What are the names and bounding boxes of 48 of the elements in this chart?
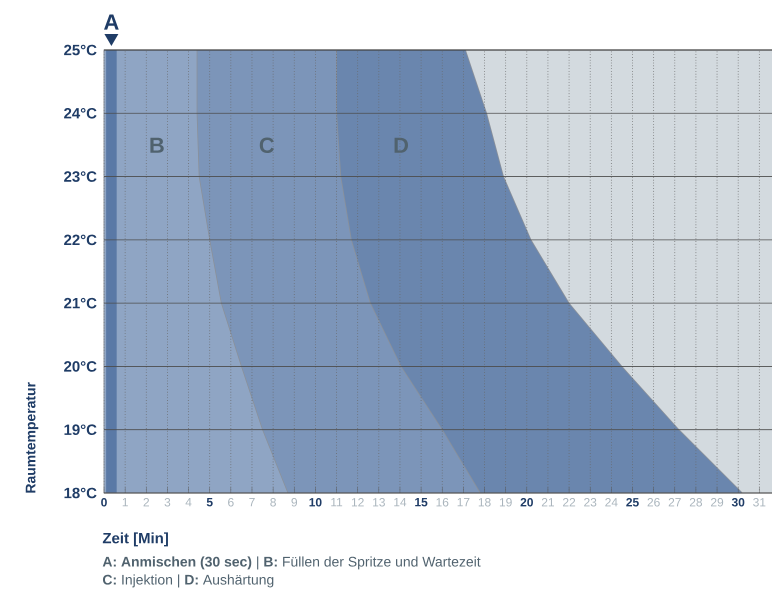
annotation: A xyxy=(104,14,119,30)
y-tick-label: 20°C xyxy=(64,361,97,372)
x-tick-label: 5 xyxy=(206,498,213,506)
x-tick-label: 0 xyxy=(101,498,107,507)
x-tick-label: 24 xyxy=(605,498,618,506)
x-tick-label: 16 xyxy=(436,498,448,507)
y-axis-title: Raumtemperatur xyxy=(26,382,38,493)
x-tick-label: 13 xyxy=(373,498,385,507)
x-tick-label: 25 xyxy=(626,498,639,507)
text: C: Injektion | D: Aushärtung xyxy=(102,574,274,588)
y-tick-label: 25°C xyxy=(64,44,97,56)
x-tick-label: 21 xyxy=(542,498,554,506)
x-tick-label: 14 xyxy=(394,498,406,506)
text: A: Anmischen (30 sec) | B: Füllen der Spritze und Wartezeit xyxy=(102,556,481,570)
x-tick-label: 20 xyxy=(520,498,533,507)
x-tick-label: 28 xyxy=(690,498,702,507)
x-tick-label: 17 xyxy=(458,498,470,506)
x-tick-label: 19 xyxy=(500,498,512,507)
y-tick-label: 19°C xyxy=(64,424,97,436)
x-tick-label: 27 xyxy=(668,498,681,506)
x-tick-label: 23 xyxy=(584,498,596,507)
annotation: D xyxy=(394,138,408,153)
x-tick-label: 29 xyxy=(710,498,724,507)
x-axis-title: Zeit [Min] xyxy=(102,532,168,546)
x-tick-label: 11 xyxy=(331,498,342,506)
x-tick-label: 9 xyxy=(291,498,298,507)
x-tick-label: 4 xyxy=(186,498,192,506)
y-tick-label: 24°C xyxy=(64,108,97,119)
x-tick-label: 12 xyxy=(352,498,364,506)
y-tick-label: 18°C xyxy=(64,488,97,498)
x-tick-label: 2 xyxy=(144,498,150,506)
x-tick-label: 26 xyxy=(648,498,660,507)
x-tick-label: 15 xyxy=(415,498,428,506)
x-tick-label: 22 xyxy=(563,498,576,506)
y-tick-label: 21°C xyxy=(64,298,97,308)
x-tick-label: 6 xyxy=(228,498,234,507)
y-tick-label: 22°C xyxy=(64,234,97,246)
annotation: B xyxy=(150,138,164,153)
x-tick-label: 18 xyxy=(478,498,491,507)
x-tick-label: 1 xyxy=(122,498,128,506)
x-tick-label: 3 xyxy=(164,498,170,507)
x-tick-label: 30 xyxy=(732,498,744,507)
x-tick-label: 7 xyxy=(249,498,255,506)
x-tick-label: 10 xyxy=(310,498,322,507)
x-tick-label: 8 xyxy=(270,498,276,507)
x-tick-label: 31 xyxy=(753,498,766,507)
y-tick-label: 23°C xyxy=(64,171,97,182)
annotation: C xyxy=(260,138,274,154)
